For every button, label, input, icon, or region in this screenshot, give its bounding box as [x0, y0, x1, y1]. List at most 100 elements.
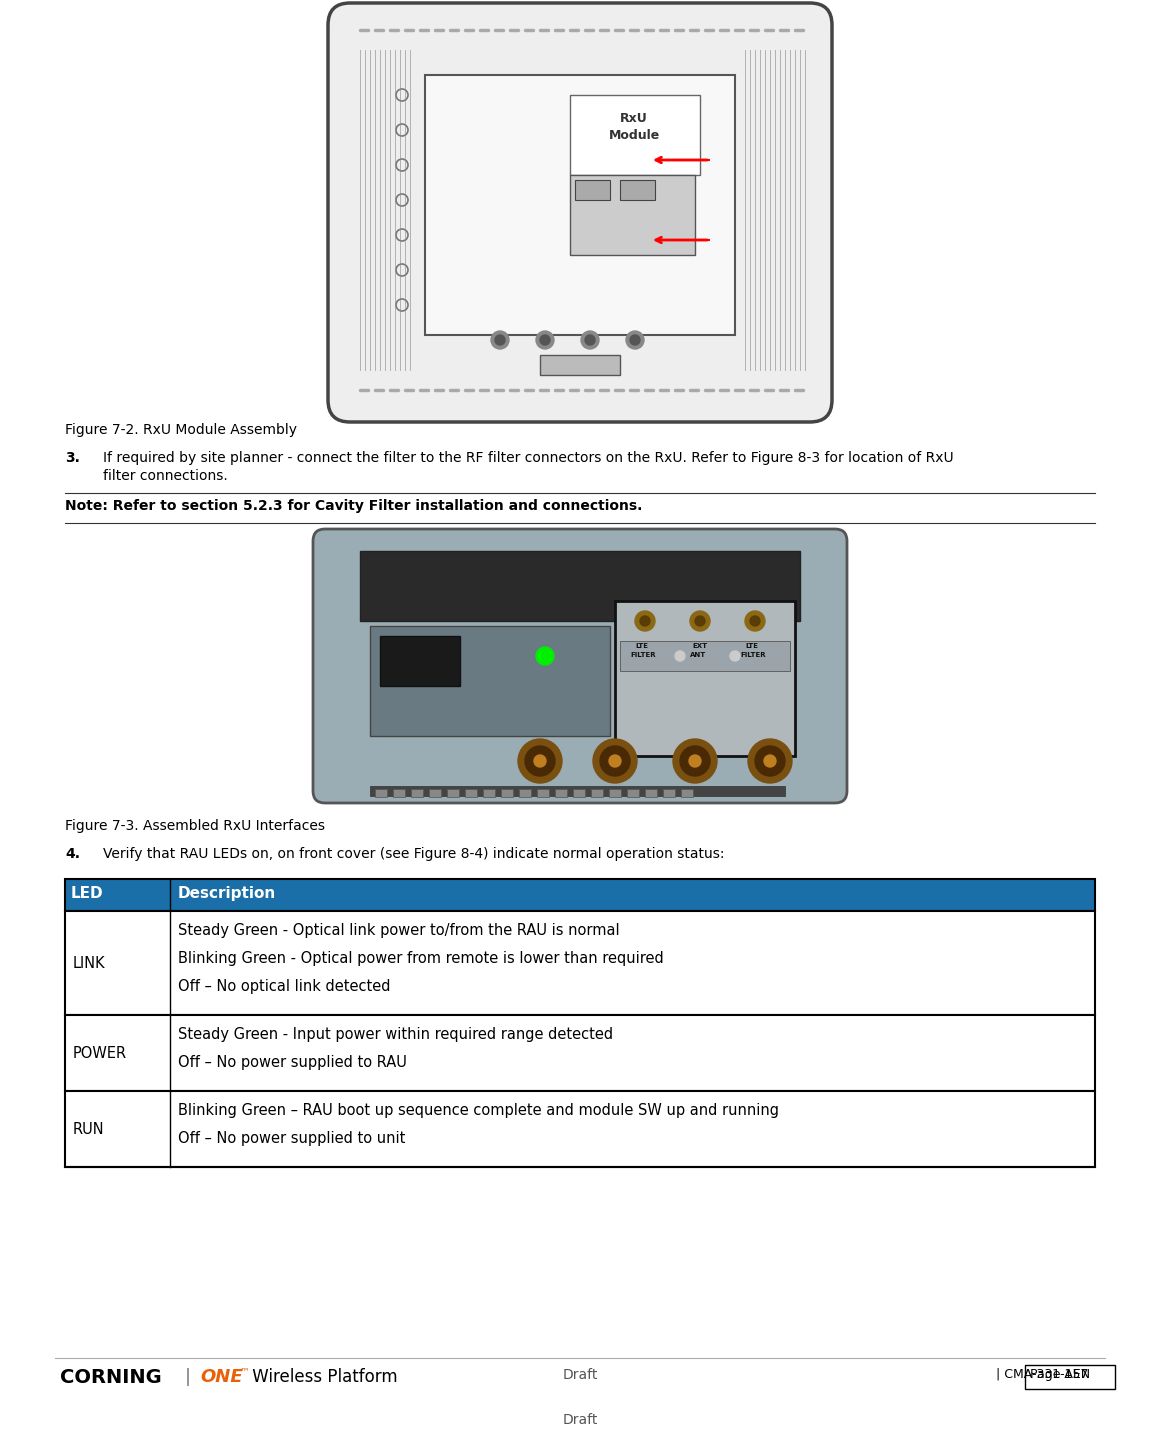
Bar: [681, 789, 693, 797]
Circle shape: [673, 739, 717, 784]
Circle shape: [755, 746, 785, 776]
Bar: [375, 789, 387, 797]
Text: If required by site planner - connect the filter to the RF filter connectors on : If required by site planner - connect th…: [103, 452, 954, 465]
Text: RxU: RxU: [621, 113, 648, 126]
Bar: [573, 789, 585, 797]
Bar: [65, 879, 1095, 911]
Circle shape: [626, 330, 644, 349]
Circle shape: [534, 755, 546, 768]
Bar: [519, 789, 531, 797]
Text: Steady Green - Optical link power to/from the RAU is normal: Steady Green - Optical link power to/fro…: [177, 924, 619, 938]
Circle shape: [536, 330, 554, 349]
Text: LTE: LTE: [745, 644, 757, 649]
Text: Module: Module: [608, 128, 660, 141]
Bar: [65, 1014, 1095, 1091]
Circle shape: [585, 335, 595, 345]
Text: Blinking Green – RAU boot up sequence complete and module SW up and running: Blinking Green – RAU boot up sequence co…: [177, 1102, 780, 1118]
Text: Off – No power supplied to unit: Off – No power supplied to unit: [177, 1131, 405, 1146]
Bar: [575, 180, 610, 201]
Text: FILTER: FILTER: [740, 652, 766, 658]
Bar: [541, 355, 619, 375]
Text: CORNING: CORNING: [60, 1368, 161, 1387]
Circle shape: [764, 755, 776, 768]
Bar: [570, 175, 695, 255]
Text: Note: Refer to section 5.2.3 for Cavity Filter installation and connections.: Note: Refer to section 5.2.3 for Cavity …: [65, 499, 643, 514]
Bar: [465, 789, 477, 797]
Bar: [360, 551, 800, 620]
Text: Draft: Draft: [563, 1413, 597, 1427]
Text: Verify that RAU LEDs on, on front cover (see Figure 8-4) indicate normal operati: Verify that RAU LEDs on, on front cover …: [103, 847, 725, 861]
Circle shape: [680, 746, 710, 776]
Text: Figure 7-2. RxU Module Assembly: Figure 7-2. RxU Module Assembly: [65, 423, 297, 437]
Text: EXT: EXT: [693, 644, 708, 649]
Text: Wireless Platform: Wireless Platform: [247, 1368, 398, 1385]
Circle shape: [495, 335, 505, 345]
Bar: [590, 789, 603, 797]
Circle shape: [491, 330, 509, 349]
FancyBboxPatch shape: [313, 530, 847, 802]
Bar: [619, 180, 655, 201]
Text: LED: LED: [71, 886, 103, 900]
Text: Figure 7-3. Assembled RxU Interfaces: Figure 7-3. Assembled RxU Interfaces: [65, 820, 325, 833]
Text: Description: Description: [177, 886, 276, 900]
Text: ANT: ANT: [690, 652, 706, 658]
Text: ™: ™: [240, 1367, 249, 1377]
Circle shape: [593, 739, 637, 784]
Circle shape: [525, 746, 554, 776]
Bar: [65, 1091, 1095, 1167]
Text: Off – No optical link detected: Off – No optical link detected: [177, 978, 391, 994]
Bar: [619, 641, 790, 671]
Bar: [370, 626, 610, 736]
Bar: [645, 789, 657, 797]
Circle shape: [695, 616, 705, 626]
Circle shape: [635, 610, 655, 631]
Circle shape: [630, 335, 640, 345]
Text: 4.: 4.: [65, 847, 80, 861]
Text: FILTER: FILTER: [630, 652, 655, 658]
Bar: [380, 636, 461, 685]
Circle shape: [519, 739, 561, 784]
Circle shape: [581, 330, 599, 349]
Circle shape: [541, 335, 550, 345]
Circle shape: [600, 746, 630, 776]
Bar: [501, 789, 513, 797]
Text: filter connections.: filter connections.: [103, 469, 227, 483]
Text: POWER: POWER: [73, 1046, 128, 1061]
Circle shape: [751, 616, 760, 626]
Text: LINK: LINK: [73, 955, 106, 971]
Text: Blinking Green - Optical power from remote is lower than required: Blinking Green - Optical power from remo…: [177, 951, 664, 965]
Bar: [1025, 1365, 1115, 1390]
Circle shape: [730, 651, 740, 661]
Bar: [664, 789, 675, 797]
Text: ONE: ONE: [200, 1368, 242, 1385]
Bar: [628, 789, 639, 797]
Bar: [447, 789, 459, 797]
FancyBboxPatch shape: [328, 3, 832, 421]
Circle shape: [609, 755, 621, 768]
Bar: [570, 95, 699, 175]
Bar: [554, 789, 567, 797]
Bar: [609, 789, 621, 797]
Text: LTE: LTE: [635, 644, 648, 649]
Text: |: |: [184, 1368, 191, 1385]
Text: 3.: 3.: [65, 452, 80, 465]
Circle shape: [748, 739, 792, 784]
Bar: [537, 789, 549, 797]
Circle shape: [675, 651, 686, 661]
Bar: [65, 911, 1095, 1014]
Text: | CMA-331-AEN: | CMA-331-AEN: [996, 1368, 1090, 1381]
Text: Steady Green - Input power within required range detected: Steady Green - Input power within requir…: [177, 1027, 614, 1042]
Circle shape: [536, 646, 554, 665]
Bar: [615, 600, 795, 756]
Bar: [411, 789, 423, 797]
Bar: [483, 789, 495, 797]
Bar: [393, 789, 405, 797]
Text: RUN: RUN: [73, 1121, 104, 1137]
Circle shape: [640, 616, 650, 626]
Circle shape: [690, 610, 710, 631]
Bar: [370, 786, 785, 797]
Text: Page 157: Page 157: [1030, 1368, 1088, 1381]
Circle shape: [689, 755, 701, 768]
Text: Off – No power supplied to RAU: Off – No power supplied to RAU: [177, 1055, 407, 1071]
Bar: [429, 789, 441, 797]
